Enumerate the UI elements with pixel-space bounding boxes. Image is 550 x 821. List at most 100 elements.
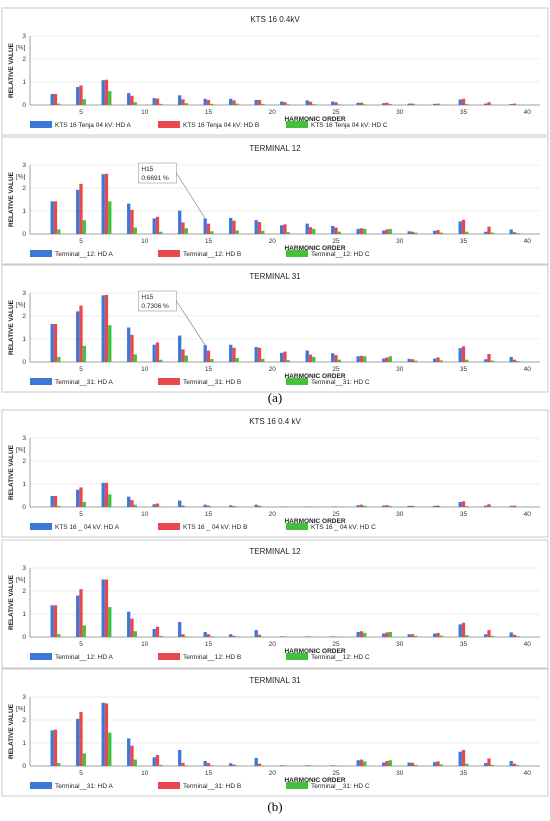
bar-c-h13 bbox=[184, 765, 188, 766]
bar-c-h9 bbox=[133, 102, 137, 105]
bar-b-h11 bbox=[155, 626, 160, 637]
bar-b-h13 bbox=[181, 99, 185, 105]
bar-b-h13 bbox=[181, 349, 185, 362]
bar-c-h39 bbox=[516, 765, 520, 766]
legend-entry: Terminal__31: HD C bbox=[311, 379, 370, 386]
bar-c-h37 bbox=[490, 360, 494, 362]
bar-a-h25 bbox=[331, 225, 335, 234]
legend-swatch bbox=[286, 250, 308, 257]
bar-c-h15 bbox=[210, 359, 214, 362]
y-tick-label: 1 bbox=[22, 611, 26, 618]
bar-b-h5 bbox=[79, 589, 83, 637]
bar-a-h11 bbox=[152, 504, 156, 507]
x-axis-label: HARMONIC ORDER bbox=[284, 518, 345, 525]
bar-c-h19 bbox=[261, 230, 265, 234]
bar-a-h33 bbox=[433, 505, 437, 507]
bar-b-h29 bbox=[385, 229, 389, 234]
bar-a-h5 bbox=[76, 189, 80, 234]
bar-b-h15 bbox=[206, 99, 211, 105]
annotation-value: 0.7306 % bbox=[141, 303, 169, 310]
y-tick-label: 2 bbox=[22, 717, 26, 724]
bar-a-h15 bbox=[203, 504, 207, 507]
bar-c-h27 bbox=[363, 228, 367, 234]
bar-a-h31 bbox=[407, 634, 411, 637]
bar-c-h5 bbox=[82, 625, 86, 637]
bar-b-h27 bbox=[359, 228, 364, 234]
legend-swatch bbox=[286, 782, 308, 789]
y-tick-label: 3 bbox=[22, 290, 26, 297]
y-tick-label: 2 bbox=[22, 56, 26, 63]
bar-a-h29 bbox=[382, 358, 386, 362]
bar-c-h39 bbox=[516, 636, 520, 637]
x-tick-label: 20 bbox=[269, 238, 277, 245]
x-tick-label: 5 bbox=[79, 511, 83, 518]
legend-entry: Terminal__31: HD B bbox=[183, 783, 241, 790]
bar-a-h31 bbox=[407, 762, 411, 766]
bar-a-h35 bbox=[458, 501, 462, 507]
bar-a-h39 bbox=[509, 505, 513, 507]
bar-a-h37 bbox=[484, 103, 488, 105]
x-axis-label: HARMONIC ORDER bbox=[284, 245, 345, 252]
bar-b-h27 bbox=[359, 504, 364, 507]
bar-a-h31 bbox=[407, 505, 411, 507]
bar-c-h9 bbox=[133, 759, 137, 766]
bar-c-h25 bbox=[337, 231, 341, 234]
x-axis-label: HARMONIC ORDER bbox=[284, 116, 345, 123]
bar-a-h13 bbox=[178, 749, 182, 766]
bar-b-h33 bbox=[436, 230, 440, 234]
bar-b-h9 bbox=[130, 745, 134, 766]
bar-c-h11 bbox=[159, 359, 163, 362]
bar-b-h27 bbox=[359, 102, 364, 105]
bar-b-h17 bbox=[232, 635, 236, 637]
bar-a-h33 bbox=[433, 633, 437, 637]
bar-b-h37 bbox=[487, 226, 491, 234]
bar-c-h31 bbox=[414, 360, 418, 362]
bar-b-h13 bbox=[181, 762, 185, 766]
bar-c-h27 bbox=[363, 356, 367, 362]
bar-c-h35 bbox=[465, 104, 469, 105]
bar-c-h37 bbox=[490, 764, 494, 766]
bar-a-h15 bbox=[203, 345, 207, 362]
bar-a-h37 bbox=[484, 359, 488, 362]
x-tick-label: 25 bbox=[332, 770, 340, 777]
bar-a-h37 bbox=[484, 231, 488, 234]
annotation-leader bbox=[176, 172, 206, 219]
bar-a-h7 bbox=[101, 174, 105, 234]
bar-c-h9 bbox=[133, 354, 137, 362]
bar-a-h17 bbox=[229, 217, 233, 234]
bar-a-h37 bbox=[484, 763, 488, 766]
bar-b-h21 bbox=[283, 351, 287, 362]
x-tick-label: 10 bbox=[141, 109, 149, 116]
bar-b-h5 bbox=[79, 305, 83, 362]
bar-b-h19 bbox=[257, 763, 262, 766]
bar-c-h33 bbox=[439, 635, 443, 637]
bar-a-h23 bbox=[305, 765, 309, 766]
bar-b-h39 bbox=[512, 359, 517, 362]
bar-c-h35 bbox=[465, 359, 469, 362]
bar-c-h39 bbox=[516, 233, 520, 234]
x-tick-label: 5 bbox=[79, 770, 83, 777]
bar-b-h19 bbox=[257, 99, 262, 105]
bar-c-h29 bbox=[388, 760, 392, 766]
legend-swatch bbox=[158, 653, 180, 660]
bar-a-h25 bbox=[331, 636, 335, 637]
legend-swatch bbox=[158, 378, 180, 385]
bar-a-h9 bbox=[127, 203, 131, 234]
x-tick-label: 20 bbox=[269, 511, 277, 518]
bar-a-h21 bbox=[280, 352, 284, 362]
bar-a-h17 bbox=[229, 505, 233, 507]
bar-b-h33 bbox=[436, 103, 440, 105]
bar-a-h7 bbox=[101, 80, 105, 105]
caption-b: (b) bbox=[267, 799, 282, 814]
legend-swatch bbox=[30, 523, 52, 530]
x-tick-label: 20 bbox=[269, 770, 277, 777]
legend-entry: KTS 16 _ 04 kV: HD A bbox=[55, 524, 120, 531]
bar-c-h21 bbox=[286, 360, 290, 362]
x-tick-label: 25 bbox=[332, 238, 340, 245]
bar-b-h25 bbox=[334, 355, 338, 362]
bar-a-h11 bbox=[152, 344, 156, 362]
x-tick-label: 40 bbox=[524, 238, 532, 245]
legend-entry: Terminal__31: HD A bbox=[55, 379, 113, 386]
bar-c-h9 bbox=[133, 227, 137, 234]
